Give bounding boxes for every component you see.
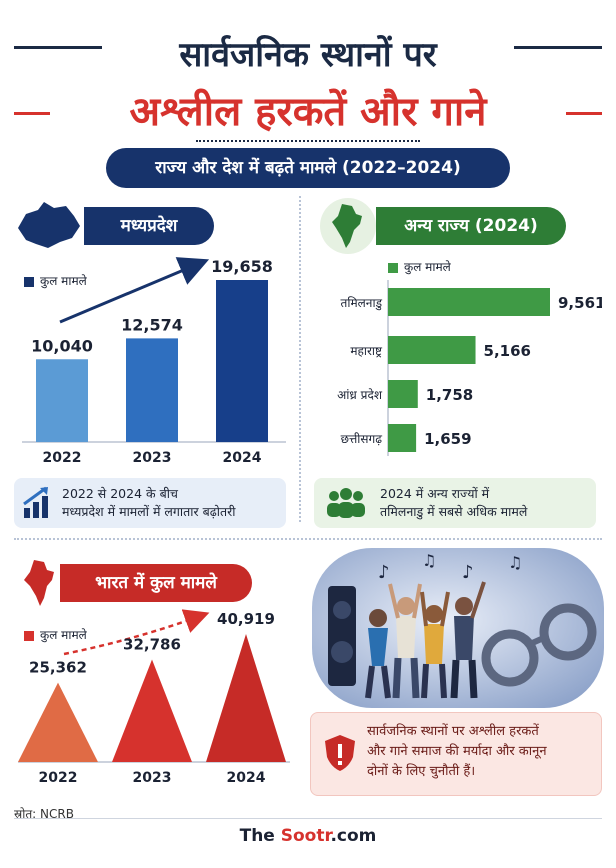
other-bar: [388, 336, 476, 364]
other-data-label: 5,166: [484, 342, 531, 360]
india-legend: कुल मामले: [24, 626, 87, 643]
mp-bar: [216, 280, 268, 442]
india-legend-swatch: [24, 630, 34, 641]
india-triangle-bar: [206, 634, 286, 762]
mp-bar: [126, 338, 178, 442]
mp-bar: [36, 359, 88, 442]
title-dotted-divider: [196, 140, 420, 142]
mp-bar-chart: 10,040 2022 12,574 2023 19,658 2024: [22, 257, 286, 466]
india-data-label: 25,362: [29, 659, 87, 677]
other-data-label: 1,758: [426, 386, 473, 404]
subtitle-pill: राज्य और देश में बढ़ते मामले (2022–2024): [106, 148, 510, 188]
brand-logo: The Sootr.com: [0, 826, 616, 846]
other-note-box: 2024 में अन्य राज्यों में तमिलनाडु में स…: [314, 478, 596, 528]
india-year-label: 2024: [227, 770, 266, 786]
india-data-label: 40,919: [217, 610, 275, 628]
india-triangle-bar: [18, 682, 98, 762]
party-and-handcuffs-illustration: ♪ ♫ ♪ ♫: [312, 548, 604, 708]
india-note-line2: और गाने समाज की मर्यादा और कानून: [367, 744, 547, 759]
mp-legend: कुल मामले: [24, 272, 87, 289]
mp-year-label: 2023: [133, 450, 172, 466]
other-legend-swatch: [388, 262, 398, 273]
other-bar: [388, 380, 418, 408]
footer-divider: [14, 818, 602, 819]
mp-year-label: 2022: [43, 450, 82, 466]
other-state-label: छत्तीसगढ़: [341, 432, 383, 446]
other-state-label: आंध्र प्रदेश: [337, 388, 383, 402]
india-map-green-icon: [320, 198, 376, 254]
other-bar: [388, 288, 550, 316]
music-notes-icon: ♪ ♫ ♪ ♫: [378, 551, 522, 583]
source-note: स्रोत: NCRB: [14, 807, 74, 821]
mp-data-label: 12,574: [121, 315, 183, 334]
brand-pre: The: [239, 826, 281, 846]
people-group-icon: [327, 488, 365, 518]
india-note-box: सार्वजनिक स्थानों पर अश्लील हरकतें और गा…: [310, 712, 602, 796]
other-state-label: महाराष्ट्र: [350, 344, 383, 358]
handcuffs-icon: [481, 603, 597, 687]
brand-post: .com: [330, 826, 377, 846]
svg-text:♪: ♪: [462, 562, 474, 583]
dancing-people-icon: [365, 581, 486, 699]
page-title-line2: अश्लील हरकतें और गाने: [129, 89, 487, 135]
mp-legend-label: कुल मामले: [40, 274, 87, 288]
india-note-line3: दोनों के लिए चुनौती हैं।: [367, 764, 476, 779]
rising-bar-chart-icon: [23, 486, 48, 518]
other-data-label: 9,561: [558, 294, 602, 312]
mp-note-line2: मध्यप्रदेश में मामलों में लगातार बढ़ोतरी: [62, 504, 236, 519]
page-title-line1: सार्वजनिक स्थानों पर: [179, 35, 437, 75]
mp-year-label: 2024: [223, 450, 262, 466]
mp-note-line1: 2022 से 2024 के बीच: [62, 486, 178, 501]
india-triangle-chart: 25,362 2022 32,786 2023 40,919 2024: [18, 609, 290, 786]
india-section-tab: भारत में कुल मामले: [60, 564, 252, 602]
other-note-line1: 2024 में अन्य राज्यों में: [380, 486, 490, 501]
india-triangle-bar: [112, 659, 192, 762]
other-legend: कुल मामले: [388, 258, 451, 275]
title-rule-left: [14, 112, 50, 115]
header-rule-left: [14, 46, 102, 49]
mp-section-tab: मध्यप्रदेश: [84, 207, 214, 245]
other-states-tab: अन्य राज्य (2024): [376, 207, 566, 245]
mp-legend-swatch: [24, 276, 34, 287]
india-data-label: 32,786: [123, 635, 181, 653]
section-divider-vertical: [299, 196, 301, 522]
mp-note-box: 2022 से 2024 के बीच मध्यप्रदेश में मामलो…: [14, 478, 286, 528]
india-note-line1: सार्वजनिक स्थानों पर अश्लील हरकतें: [367, 724, 539, 739]
other-note-line2: तमिलनाडु में सबसे अधिक मामले: [380, 504, 528, 519]
india-map-red-icon: [24, 560, 54, 606]
india-legend-label: कुल मामले: [40, 628, 87, 642]
other-legend-label: कुल मामले: [404, 260, 451, 274]
other-state-label: तमिलनाडु: [341, 296, 383, 311]
title-rule-right: [566, 112, 602, 115]
other-states-bar-chart: तमिलनाडु 9,561 महाराष्ट्र 5,166 आंध्र प्रदेश…: [337, 280, 602, 456]
india-year-label: 2023: [133, 770, 172, 786]
india-year-label: 2022: [39, 770, 78, 786]
madhya-pradesh-map-icon: [18, 202, 80, 248]
header-rule-right: [514, 46, 602, 49]
svg-text:♫: ♫: [508, 553, 522, 572]
brand-accent: Sootr: [280, 826, 331, 846]
svg-text:♫: ♫: [422, 551, 436, 570]
mp-data-label: 10,040: [31, 336, 93, 355]
other-bar: [388, 424, 417, 452]
mp-trend-arrow: [59, 257, 210, 324]
mp-data-label: 19,658: [211, 257, 273, 276]
svg-text:♪: ♪: [378, 562, 390, 583]
other-data-label: 1,659: [424, 430, 471, 448]
section-divider-horizontal: [14, 538, 602, 540]
warning-shield-icon: [325, 735, 355, 771]
